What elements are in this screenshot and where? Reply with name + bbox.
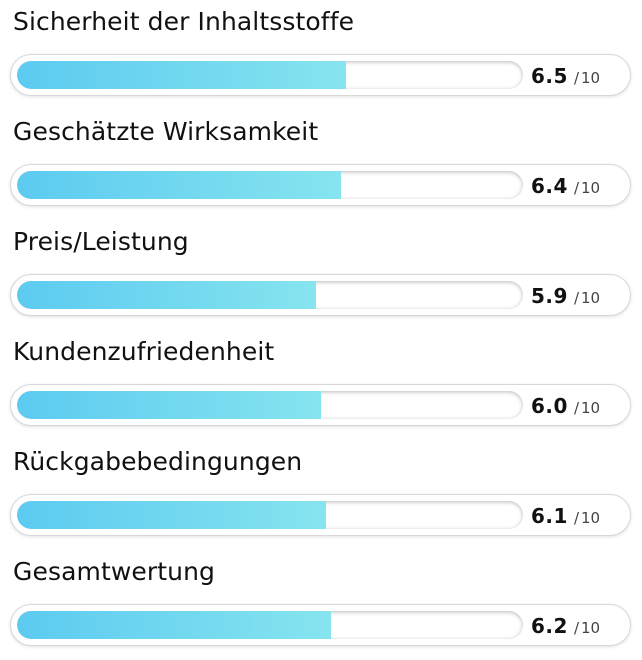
rating-score: 6.2 /10 (531, 612, 621, 640)
rating-label: Sicherheit der Inhaltsstoffe (13, 7, 355, 36)
rating-score-max: 10 (581, 289, 601, 307)
rating-bar-fill (17, 281, 316, 309)
rating-bar-track (17, 281, 523, 309)
rating-score-value: 5.9 (531, 284, 568, 308)
rating-bar-track (17, 171, 523, 199)
rating-row-ingredient-safety: Sicherheit der Inhaltsstoffe 6.5 /10 (0, 0, 642, 96)
rating-bar: 6.5 /10 (10, 54, 631, 96)
rating-bar-track (17, 501, 523, 529)
rating-bar-fill (17, 171, 341, 199)
rating-score-separator: / (573, 399, 579, 417)
rating-label: Geschätzte Wirksamkeit (13, 117, 319, 146)
rating-row-return-policy: Rückgabebedingungen 6.1 /10 (0, 440, 642, 536)
rating-bar: 5.9 /10 (10, 274, 631, 316)
rating-label: Kundenzufriedenheit (13, 337, 275, 366)
rating-bar: 6.1 /10 (10, 494, 631, 536)
rating-row-customer-satisfaction: Kundenzufriedenheit 6.0 /10 (0, 330, 642, 426)
rating-bar-track (17, 391, 523, 419)
rating-bar-track (17, 61, 523, 89)
rating-score-separator: / (573, 509, 579, 527)
rating-score-value: 6.2 (531, 614, 568, 638)
rating-bar-track (17, 611, 523, 639)
rating-label: Rückgabebedingungen (13, 447, 303, 476)
rating-score-value: 6.1 (531, 504, 568, 528)
rating-score-separator: / (573, 619, 579, 637)
rating-score-max: 10 (581, 509, 601, 527)
rating-score-value: 6.4 (531, 174, 568, 198)
rating-score: 6.4 /10 (531, 172, 621, 200)
rating-score-max: 10 (581, 399, 601, 417)
rating-score: 6.5 /10 (531, 62, 621, 90)
rating-score: 6.0 /10 (531, 392, 621, 420)
rating-bar: 6.0 /10 (10, 384, 631, 426)
rating-bar: 6.2 /10 (10, 604, 631, 646)
rating-score-separator: / (573, 69, 579, 87)
rating-score-value: 6.5 (531, 64, 568, 88)
rating-score-separator: / (573, 289, 579, 307)
rating-bar-fill (17, 611, 331, 639)
rating-score: 5.9 /10 (531, 282, 621, 310)
rating-row-overall: Gesamtwertung 6.2 /10 (0, 550, 642, 646)
rating-row-estimated-efficacy: Geschätzte Wirksamkeit 6.4 /10 (0, 110, 642, 206)
rating-score-max: 10 (581, 619, 601, 637)
rating-row-value-for-money: Preis/Leistung 5.9 /10 (0, 220, 642, 316)
rating-score-value: 6.0 (531, 394, 568, 418)
rating-score-max: 10 (581, 179, 601, 197)
rating-score: 6.1 /10 (531, 502, 621, 530)
rating-bar: 6.4 /10 (10, 164, 631, 206)
rating-bar-fill (17, 391, 321, 419)
rating-score-max: 10 (581, 69, 601, 87)
rating-label: Gesamtwertung (13, 557, 216, 586)
rating-label: Preis/Leistung (13, 227, 189, 256)
rating-score-separator: / (573, 179, 579, 197)
rating-bar-fill (17, 61, 346, 89)
rating-bar-fill (17, 501, 326, 529)
